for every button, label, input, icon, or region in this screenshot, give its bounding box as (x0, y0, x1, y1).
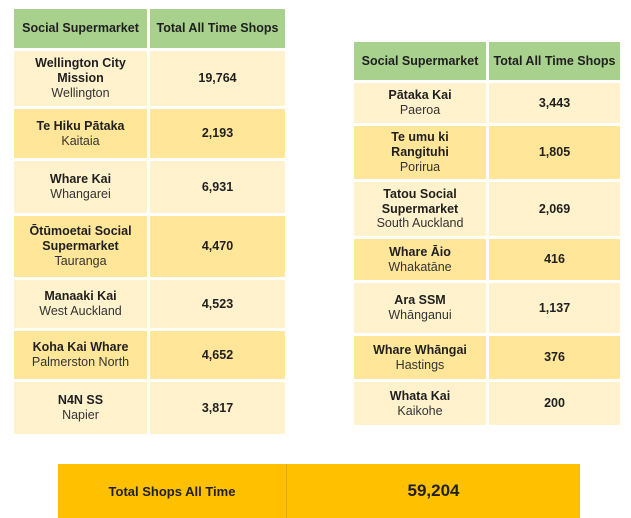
shops-count: 200 (489, 382, 620, 425)
header-social-supermarket: Social Supermarket (354, 42, 486, 80)
table-header: Social Supermarket Total All Time Shops (354, 42, 620, 80)
table-row: Manaaki Kai West Auckland 4,523 (14, 280, 285, 328)
supermarket-location: Tauranga (54, 253, 107, 268)
shops-count: 4,652 (150, 331, 285, 379)
supermarket-name: Whare Āio (389, 244, 451, 259)
supermarket-location: Napier (62, 408, 99, 422)
supermarket-name: Pātaka Kai (388, 88, 452, 103)
supermarket-name: Ara SSM (394, 293, 446, 308)
table-row: Wellington City Mission Wellington 19,76… (14, 51, 285, 106)
supermarket-name: Whata Kai (389, 388, 451, 403)
supermarket-name: Whare Whāngai (373, 342, 467, 357)
supermarket-name: Koha Kai Whare (32, 340, 129, 355)
shops-count: 4,523 (150, 280, 285, 328)
shops-count: 416 (489, 239, 620, 280)
supermarket-location: Hastings (395, 357, 445, 372)
total-shops-banner: Total Shops All Time 59,204 (58, 464, 580, 518)
shops-count: 2,193 (150, 109, 285, 158)
shops-count: 3,443 (489, 83, 620, 123)
table-row: Tatou Social Supermarket South Auckland … (354, 182, 620, 236)
table-row: Koha Kai Whare Palmerston North 4,652 (14, 331, 285, 379)
supermarket-location: Kaitaia (61, 133, 100, 148)
shops-count: 6,931 (150, 161, 285, 213)
total-label: Total Shops All Time (58, 464, 287, 518)
supermarket-location: Paeroa (399, 103, 441, 117)
table-row: N4N SS Napier 3,817 (14, 382, 285, 434)
shops-count: 4,470 (150, 216, 285, 277)
supermarket-name: Te Hiku Pātaka (36, 118, 125, 133)
header-total-shops: Total All Time Shops (150, 9, 285, 48)
header-total-shops: Total All Time Shops (489, 42, 620, 80)
shops-count: 1,805 (489, 126, 620, 179)
supermarket-location: Wellington (51, 85, 110, 100)
supermarket-location: Whangarei (50, 187, 111, 201)
supermarket-name: Tatou Social Supermarket (381, 186, 459, 216)
shops-count: 3,817 (150, 382, 285, 434)
supermarket-name: Wellington City Mission (35, 56, 126, 86)
supermarket-location: Whānganui (388, 308, 452, 322)
supermarket-name: Te umu ki Rangituhi (391, 130, 449, 160)
total-value: 59,204 (407, 481, 460, 500)
table-row: Ōtūmoetai Social Supermarket Tauranga 4,… (14, 216, 285, 277)
supermarket-name: Ōtūmoetai Social Supermarket (29, 224, 132, 254)
shops-count: 2,069 (489, 182, 620, 236)
shops-count: 1,137 (489, 283, 620, 333)
left-shops-table: Social Supermarket Total All Time Shops … (14, 9, 285, 434)
table-row: Te umu ki Rangituhi Porirua 1,805 (354, 126, 620, 179)
shops-count: 19,764 (150, 51, 285, 106)
supermarket-name: Manaaki Kai (44, 289, 117, 304)
supermarket-name: N4N SS (57, 393, 104, 408)
table-row: Pātaka Kai Paeroa 3,443 (354, 83, 620, 123)
table-row: Te Hiku Pātaka Kaitaia 2,193 (14, 109, 285, 158)
right-shops-table: Social Supermarket Total All Time Shops … (354, 42, 620, 425)
supermarket-location: Kaikohe (397, 403, 443, 418)
supermarket-location: West Auckland (39, 304, 122, 318)
table-row: Ara SSM Whānganui 1,137 (354, 283, 620, 333)
supermarket-location: Palmerston North (31, 355, 130, 369)
shops-count: 376 (489, 336, 620, 379)
supermarket-location: South Auckland (376, 216, 464, 231)
supermarket-location: Whakatāne (388, 259, 452, 274)
table-row: Whare Whāngai Hastings 376 (354, 336, 620, 379)
table-row: Whare Āio Whakatāne 416 (354, 239, 620, 280)
table-header: Social Supermarket Total All Time Shops (14, 9, 285, 48)
header-social-supermarket: Social Supermarket (14, 9, 147, 48)
supermarket-location: Porirua (399, 159, 441, 174)
supermarket-name: Whare Kai (49, 172, 112, 187)
table-row: Whata Kai Kaikohe 200 (354, 382, 620, 425)
table-row: Whare Kai Whangarei 6,931 (14, 161, 285, 213)
